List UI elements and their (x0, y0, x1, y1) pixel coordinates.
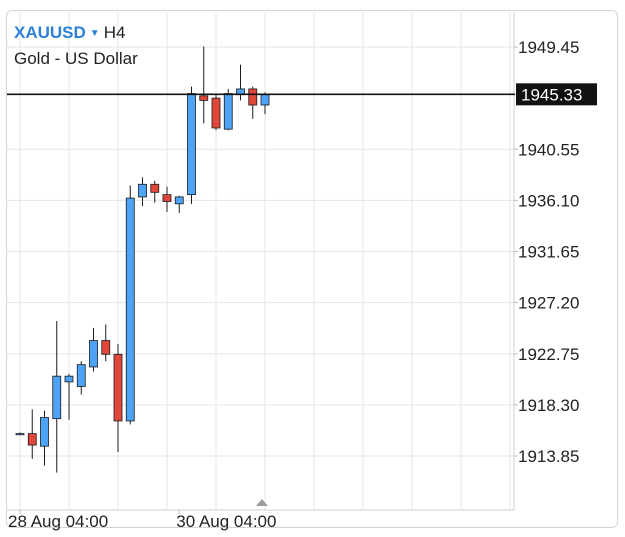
candle (27, 409, 37, 459)
candle-body (162, 194, 172, 202)
y-tick-label: 1913.85 (518, 447, 579, 466)
candle-body (223, 93, 233, 130)
x-axis-ticks: 28 Aug 04:00 30 Aug 04:00 (8, 499, 276, 531)
candle-body (211, 97, 221, 129)
y-tick-label: 1940.55 (518, 140, 579, 159)
symbol-name[interactable]: XAUUSD (14, 23, 86, 42)
candle (260, 92, 270, 115)
current-price-label: 1945.33 (521, 85, 582, 104)
candle (76, 361, 86, 395)
candle-body (248, 88, 258, 106)
candle-body (15, 433, 25, 436)
candle (101, 324, 111, 362)
candle (40, 410, 49, 466)
candle (199, 46, 209, 124)
y-tick-label: 1936.10 (518, 191, 579, 210)
candle (211, 94, 221, 131)
candle-body (187, 93, 196, 196)
dropdown-caret-icon[interactable]: ▼ (89, 28, 100, 39)
candle-body (89, 340, 98, 368)
candle-body (64, 375, 74, 383)
symbol-header[interactable]: XAUUSD ▼ H4 (14, 24, 125, 42)
y-tick-label: 1922.75 (518, 345, 579, 364)
candle (150, 180, 160, 203)
candle-body (27, 433, 37, 446)
candle (15, 432, 25, 436)
candle (64, 373, 74, 420)
candle (248, 86, 258, 119)
candle-body (199, 95, 209, 101)
candle-body (40, 417, 49, 447)
y-tick-label: 1949.45 (518, 38, 579, 57)
x-tick-label: 30 Aug 04:00 (176, 512, 276, 531)
current-price-label-bg (516, 83, 597, 106)
y-tick-label: 1927.20 (518, 294, 579, 313)
candle-body (125, 197, 135, 422)
chart-frame (6, 10, 618, 528)
candle (187, 86, 196, 204)
candle (174, 195, 184, 214)
candle-body (174, 196, 184, 205)
candle (223, 88, 233, 131)
y-tick-label: 1918.30 (518, 396, 579, 415)
candle-body (260, 94, 270, 106)
candle-body (150, 183, 160, 193)
y-tick-label: 1931.65 (518, 243, 579, 262)
instrument-name: Gold - US Dollar (14, 49, 138, 68)
candle-body (113, 353, 123, 422)
candle-body (76, 364, 86, 387)
candle-body (101, 340, 111, 355)
candle (162, 186, 172, 212)
candle (125, 185, 135, 425)
candle (52, 321, 62, 473)
y-axis-ticks: 1949.45 1940.55 1936.10 1931.65 1927.20 1922.… (514, 38, 579, 466)
candle-body (52, 375, 62, 420)
axes (7, 12, 515, 511)
x-tick-label: 28 Aug 04:00 (8, 512, 108, 531)
candle (113, 343, 123, 452)
candle (138, 177, 147, 207)
candle (89, 327, 98, 372)
timeframe-label[interactable]: H4 (103, 23, 126, 42)
current-price-line: 1945.33 (7, 83, 597, 106)
candles (15, 46, 270, 473)
candle-body (138, 183, 147, 198)
scroll-marker-icon[interactable] (256, 499, 268, 506)
grid-lines (7, 12, 514, 510)
